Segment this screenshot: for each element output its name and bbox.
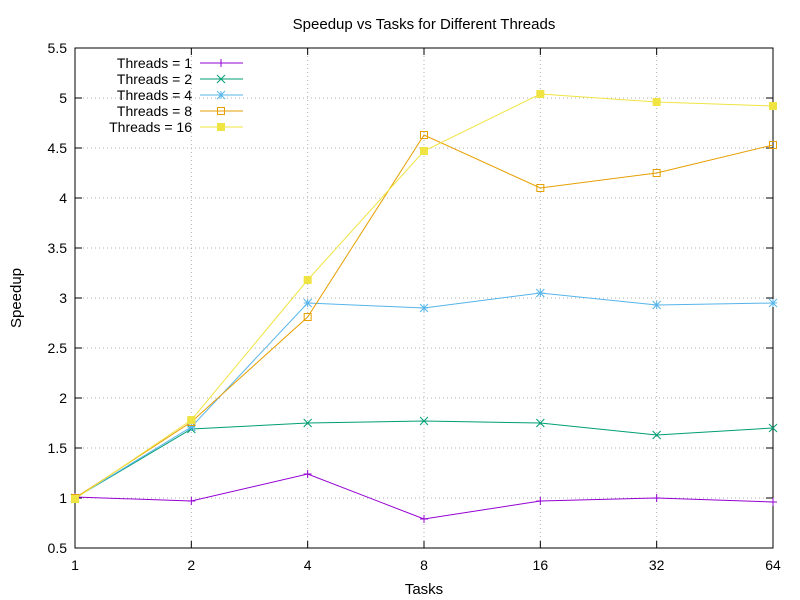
series-2-point	[652, 430, 662, 440]
y-tick-label: 5	[59, 90, 67, 106]
series-4-point	[303, 313, 312, 321]
legend-marker	[216, 90, 226, 100]
marker-stroke	[652, 430, 662, 440]
marker-stroke	[535, 418, 545, 428]
marker-stroke	[216, 90, 226, 100]
series-1-point	[420, 515, 428, 523]
series-4-point	[536, 184, 545, 192]
series-3-point	[768, 298, 778, 308]
x-tick-label: 1	[71, 557, 79, 573]
marker-square	[536, 90, 545, 98]
series-3-point	[419, 303, 429, 313]
legend-marker	[216, 74, 226, 84]
series-1-point	[652, 494, 661, 502]
marker-square	[303, 313, 312, 321]
y-tick-label: 1	[59, 490, 67, 506]
marker-stroke	[768, 298, 778, 308]
series-1-point	[769, 498, 777, 506]
series-5-point	[71, 495, 79, 503]
x-tick-label: 16	[533, 557, 549, 573]
y-tick-label: 2.5	[48, 340, 68, 356]
series-5-point	[303, 276, 312, 284]
y-tick-label: 4.5	[48, 140, 68, 156]
series-4-point	[420, 131, 428, 139]
y-tick-label: 1.5	[48, 440, 68, 456]
series-5-point	[187, 416, 196, 424]
legend-label: Threads = 4	[117, 87, 192, 103]
marker-square	[217, 123, 225, 131]
y-tick-label: 3	[59, 290, 67, 306]
series-2-point	[419, 416, 429, 426]
legend-marker	[217, 107, 225, 115]
marker-stroke	[216, 74, 226, 84]
series-5-point	[536, 90, 545, 98]
marker-square	[420, 131, 428, 139]
marker-square	[187, 416, 196, 424]
marker-stroke	[419, 303, 429, 313]
marker-stroke	[303, 418, 313, 428]
series-2-point	[768, 423, 778, 433]
y-tick-label: 2	[59, 390, 67, 406]
y-axis-label: Speedup	[8, 268, 25, 328]
y-tick-label: 3.5	[48, 240, 68, 256]
marker-square	[217, 107, 225, 115]
series-5-point	[769, 102, 777, 110]
marker-stroke	[303, 298, 313, 308]
marker-square	[652, 98, 661, 106]
x-tick-label: 2	[187, 557, 195, 573]
series-3-point	[652, 300, 662, 310]
marker-stroke	[535, 288, 545, 298]
series-3-line	[74, 292, 774, 499]
series-5-point	[652, 98, 661, 106]
series-4-point	[769, 141, 777, 149]
legend-marker	[217, 123, 225, 131]
series-3-point	[303, 298, 313, 308]
marker-stroke	[768, 423, 778, 433]
marker-square	[71, 495, 79, 503]
marker-square	[303, 276, 312, 284]
marker-square	[420, 147, 428, 155]
legend-label: Threads = 2	[117, 71, 192, 87]
series-1-point	[187, 497, 196, 505]
series-5-point	[420, 147, 428, 155]
x-tick-label: 8	[420, 557, 428, 573]
series-1-point	[536, 497, 545, 505]
series-2-point	[303, 418, 313, 428]
y-tick-label: 5.5	[48, 40, 68, 56]
y-tick-label: 4	[59, 190, 67, 206]
series-2-point	[535, 418, 545, 428]
legend-label: Threads = 16	[109, 119, 192, 135]
marker-stroke	[419, 416, 429, 426]
marker-square	[769, 141, 777, 149]
x-tick-label: 64	[765, 557, 781, 573]
legend-label: Threads = 1	[117, 55, 192, 71]
marker-stroke	[186, 422, 196, 432]
x-tick-label: 32	[649, 557, 665, 573]
series-3-point	[535, 288, 545, 298]
chart-title: Speedup vs Tasks for Different Threads	[293, 16, 556, 33]
y-axis-ticks: 0.5 1 1.5 2 2.5 3 3.5 4 4.5 5 5.5	[48, 40, 773, 556]
marker-square	[652, 169, 661, 177]
marker-stroke	[652, 300, 662, 310]
x-axis-ticks: 1 2 4 8 16 32 64	[71, 48, 781, 573]
series-4-point	[652, 169, 661, 177]
series-1-point	[303, 470, 312, 478]
y-tick-label: 0.5	[48, 540, 68, 556]
legend-marker	[217, 59, 225, 67]
marker-square	[536, 184, 545, 192]
x-axis-label: Tasks	[405, 581, 443, 598]
marker-square	[769, 102, 777, 110]
x-tick-label: 4	[304, 557, 312, 573]
series-lines	[70, 90, 778, 523]
legend-label: Threads = 8	[117, 103, 192, 119]
